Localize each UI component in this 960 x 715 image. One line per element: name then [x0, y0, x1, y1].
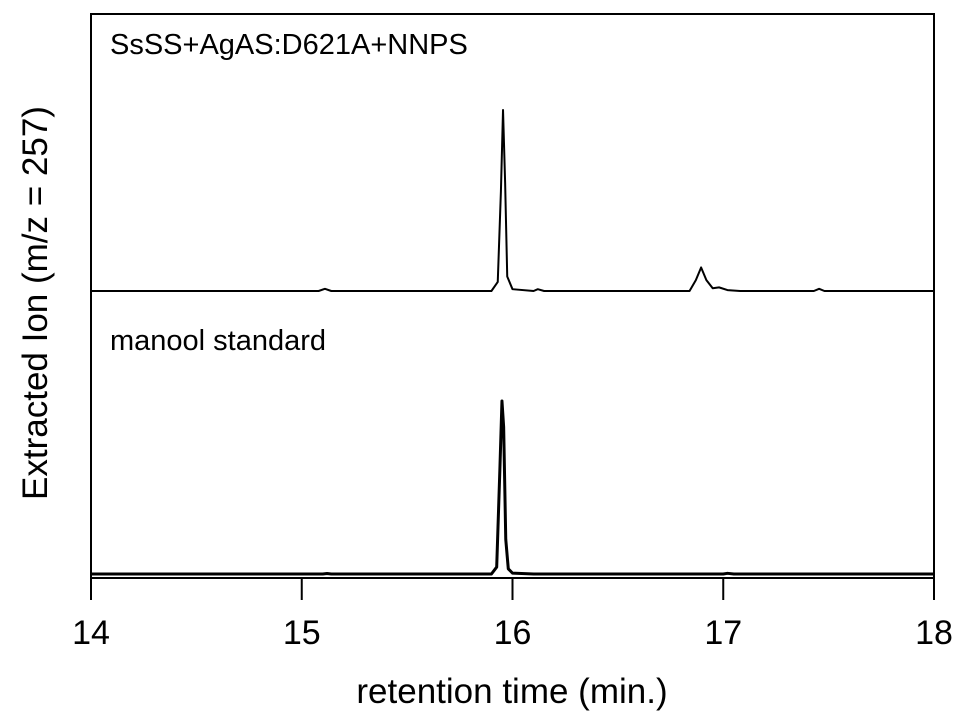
trace-label-sample: SsSS+AgAS:D621A+NNPS — [110, 29, 468, 61]
trace-sample — [91, 109, 934, 292]
x-tick-label-17: 17 — [704, 614, 742, 652]
x-tick-label-14: 14 — [72, 614, 110, 652]
x-tick-label-16: 16 — [494, 614, 532, 652]
x-axis-title: retention time (min.) — [356, 672, 667, 711]
x-tick-label-18: 18 — [915, 614, 953, 652]
trace-label-standard: manool standard — [110, 325, 326, 357]
trace-manool-standard — [91, 399, 934, 576]
x-tick-label-15: 15 — [283, 614, 321, 652]
plot-frame — [90, 13, 935, 579]
y-axis-title: Extracted Ion (m/z = 257) — [16, 106, 55, 500]
